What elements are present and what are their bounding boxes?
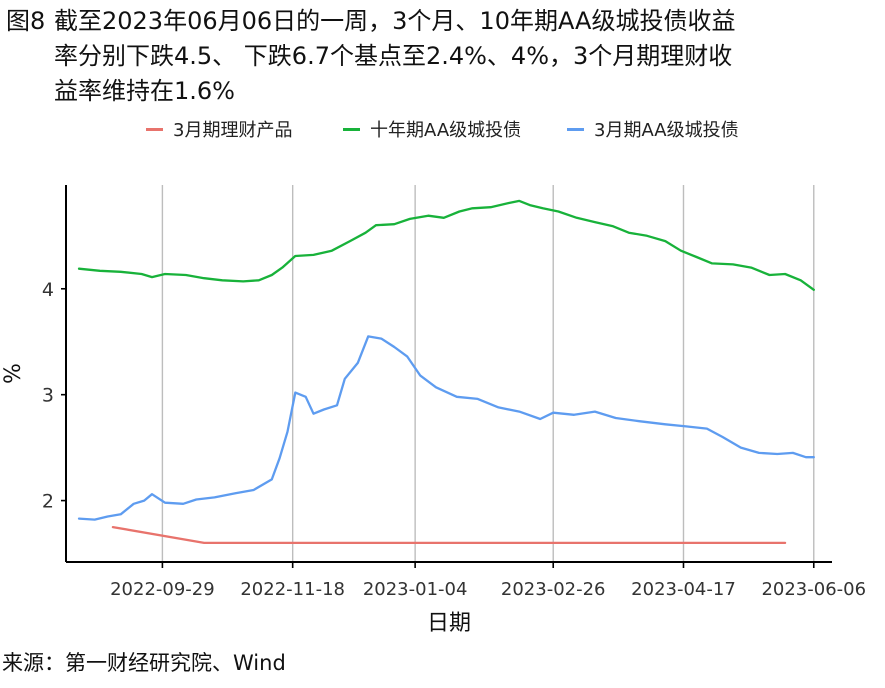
legend-item-10y-aa-bond: 十年期AA级城投债 (343, 116, 521, 142)
x-tick-label: 2022-09-29 (110, 579, 215, 600)
legend-label-3m-aa-bond: 3月期AA级城投债 (594, 120, 739, 141)
series-lines (77, 199, 815, 545)
y-tick-label: 4 (42, 279, 54, 301)
figure-number: 图8 (6, 7, 46, 35)
legend-item-3m-aa-bond: 3月期AA级城投债 (567, 116, 739, 142)
legend-item-wealth-product: 3月期理财产品 (146, 116, 292, 142)
legend-key-wealth-product (146, 127, 163, 131)
axes: 2 3 4 2022-09-29 2022-11-18 2023-01-04 2023-02… (1, 185, 866, 636)
legend-label-wealth-product: 3月期理财产品 (173, 120, 293, 141)
series-line (77, 199, 815, 291)
x-tick-label: 2023-04-17 (631, 579, 736, 600)
series-line (111, 525, 787, 545)
y-axis-title: % (1, 363, 26, 384)
title-line-2: 率分别下跌4.5、 下跌6.7个基点至2.4%、4%，3个月期理财收 (54, 42, 733, 70)
legend-key-3m-aa-bond (567, 127, 584, 131)
title-line-3: 益率维持在1.6% (54, 77, 235, 105)
x-tick-label: 2023-06-06 (761, 579, 866, 600)
x-tick-label: 2022-11-18 (240, 579, 345, 600)
chart-title: 图8 截至2023年06月06日的一周，3个月、10年期AA级城投债收益 率分别下… (6, 4, 876, 109)
source-note: 来源：第一财经研究院、Wind (2, 651, 286, 675)
legend-key-10y-aa-bond (343, 127, 360, 131)
title-line-1: 截至2023年06月06日的一周，3个月、10年期AA级城投债收益 (54, 7, 736, 35)
x-gridlines (161, 185, 815, 562)
legend-label-10y-aa-bond: 十年期AA级城投债 (370, 120, 522, 141)
y-tick-label: 2 (42, 491, 54, 513)
series-line (77, 335, 815, 521)
x-tick-label: 2023-02-26 (501, 579, 606, 600)
chart-legend: 3月期理财产品 十年期AA级城投债 3月期AA级城投债 (0, 116, 885, 142)
x-tick-label: 2023-01-04 (363, 579, 468, 600)
y-tick-label: 3 (42, 385, 54, 407)
x-axis-title: 日期 (427, 611, 471, 636)
